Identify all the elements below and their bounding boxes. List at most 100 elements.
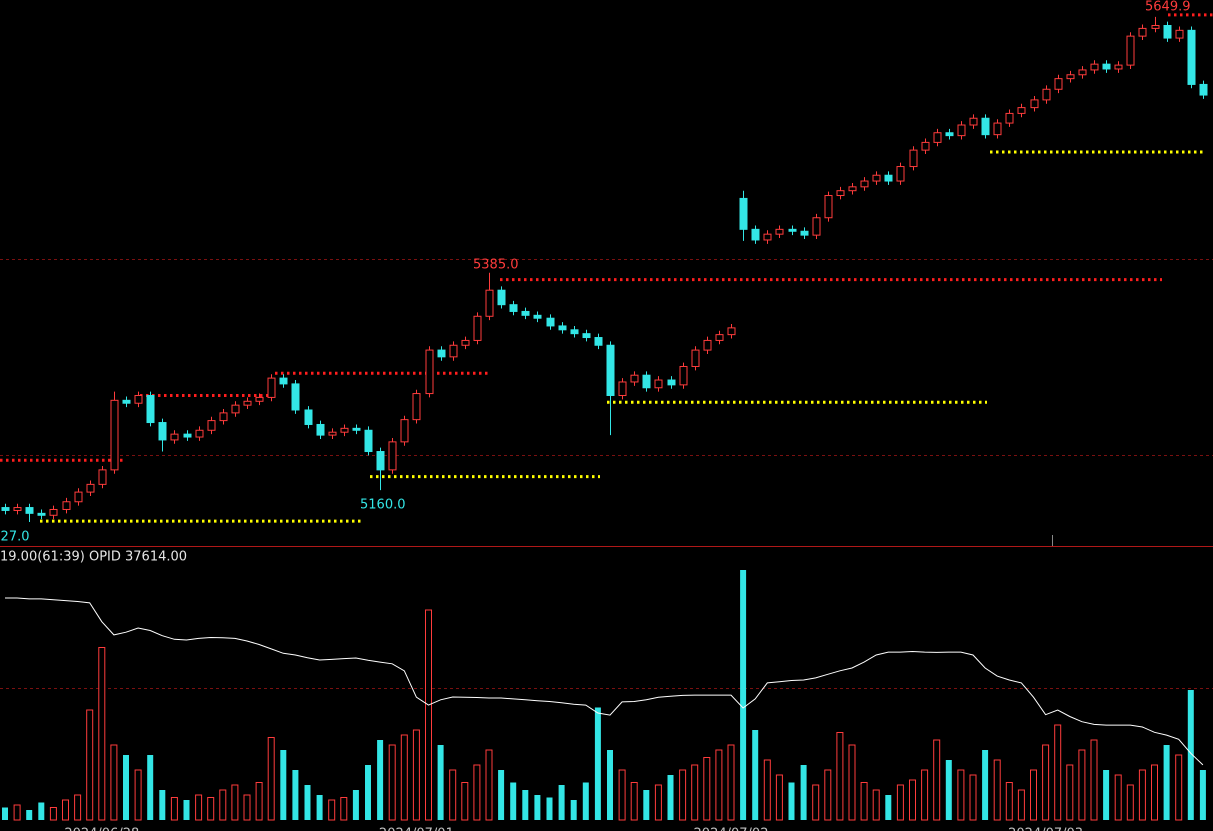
candle-body (316, 423, 325, 436)
volume-bar (582, 782, 589, 820)
candle-body (49, 508, 58, 516)
candle-body (860, 180, 869, 188)
candle-body (1151, 25, 1160, 29)
candle-body (376, 451, 385, 471)
candle-body (13, 507, 22, 511)
volume-bar (534, 795, 541, 820)
candle-body (1066, 74, 1075, 80)
volume-bar (1175, 754, 1183, 821)
volume-bar (110, 744, 118, 821)
candle-body (170, 433, 179, 441)
volume-bar (860, 782, 868, 821)
volume-bar (219, 789, 227, 821)
volume-bar (727, 744, 735, 821)
candle-body (1199, 83, 1208, 96)
volume-bar (13, 804, 21, 821)
candle-body (485, 289, 494, 317)
volume-bar (485, 749, 493, 821)
candle-body (1138, 27, 1147, 37)
candle-body (1187, 29, 1196, 85)
candle-body (110, 399, 119, 471)
volume-bar (752, 730, 759, 820)
candle-body (146, 394, 155, 424)
volume-bar (1151, 764, 1158, 821)
candle-body (933, 132, 942, 143)
volume-bar (98, 647, 106, 821)
candle-body (630, 374, 639, 383)
volume-bar (522, 790, 529, 820)
volume-bar (267, 737, 275, 821)
volume-bar (328, 799, 336, 821)
volume-bar (1114, 774, 1122, 821)
x-tick-label: 2024/07/02 (694, 827, 769, 831)
candle-body (872, 174, 881, 182)
volume-bar (558, 785, 565, 820)
volume-bar (425, 609, 432, 821)
volume-bar (473, 764, 481, 821)
candle-body (497, 289, 506, 306)
candle-body (715, 334, 724, 341)
candle-body (533, 314, 542, 319)
candle-body (25, 507, 34, 514)
candle-body (461, 339, 470, 346)
volume-bar (872, 789, 880, 821)
volume-bar (715, 749, 723, 821)
candle-body (606, 344, 615, 396)
indicator-label: 19.00(61:39) OPID 37614.00 (0, 550, 187, 565)
candle-body (957, 124, 966, 137)
candle-body (727, 327, 736, 336)
volume-bar (388, 744, 396, 821)
candle-body (86, 483, 95, 493)
candle-body (667, 379, 676, 386)
volume-bar (340, 797, 348, 821)
candle-body (594, 337, 603, 346)
volume-bar (231, 784, 239, 821)
volume-bar (1005, 782, 1013, 821)
volume-bar (1103, 770, 1110, 820)
volume-bar (982, 750, 989, 820)
candle-body (1090, 63, 1099, 71)
volume-bar (62, 799, 69, 821)
candle-body (340, 427, 349, 433)
candle-body (969, 117, 978, 126)
volume-bar (170, 797, 178, 821)
volume-bar (49, 807, 57, 821)
volume-bar (316, 795, 323, 820)
volume-bar (1187, 690, 1194, 820)
candle-body (896, 166, 905, 182)
volume-bar (945, 760, 952, 820)
x-tick-label: 2024/07/03 (1008, 827, 1083, 831)
candle-body (195, 429, 204, 438)
candle-body (388, 441, 397, 471)
volume-bar (74, 794, 82, 821)
candle-body (921, 141, 930, 151)
candle-body (679, 366, 688, 386)
candle-body (279, 377, 288, 385)
volume-bar (1126, 784, 1134, 821)
candle-body (364, 429, 373, 453)
candle-body (703, 339, 712, 351)
candle-body (328, 431, 337, 436)
volume-bar (1138, 769, 1146, 821)
candle-body (1030, 99, 1039, 109)
volume-bar (352, 790, 359, 820)
volume-bar (38, 802, 45, 820)
candle-body (763, 233, 772, 241)
candle-body (74, 491, 83, 503)
candle-body (449, 344, 458, 358)
volume-bar (969, 774, 977, 821)
candle-body (1005, 112, 1014, 124)
candle-body (255, 396, 264, 402)
candle-body (981, 117, 990, 136)
volume-bar (1017, 789, 1025, 821)
volume-bar (933, 739, 941, 821)
volume-bar (159, 790, 166, 820)
candle-body (207, 420, 216, 431)
volume-bar (304, 785, 311, 820)
price-annotation: 5649.9 (1145, 0, 1191, 15)
candle-body (412, 393, 421, 421)
volume-bar (365, 765, 371, 820)
candle-body (812, 217, 821, 236)
volume-bar (691, 764, 699, 821)
